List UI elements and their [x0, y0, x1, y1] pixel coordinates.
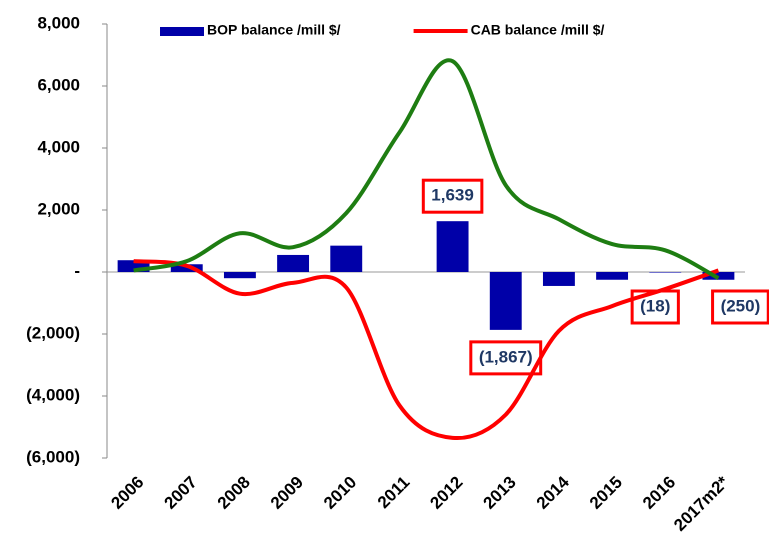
bar	[489, 272, 522, 330]
x-tick-label: 2016	[639, 473, 679, 513]
x-tick-label: 2008	[214, 473, 254, 513]
y-tick-label: 6,000	[37, 75, 80, 94]
data-label: (250)	[711, 289, 769, 325]
bar	[223, 272, 256, 279]
bar	[277, 254, 310, 272]
data-label-box	[421, 178, 484, 214]
y-tick-label: -	[74, 261, 80, 280]
bar	[702, 272, 735, 280]
x-tick-label: 2014	[533, 472, 574, 513]
data-label-box	[630, 289, 680, 325]
data-label-box	[469, 340, 543, 376]
x-tick-label: 2013	[480, 473, 520, 513]
legend-label: BOP balance /mill $/	[207, 22, 341, 38]
y-tick-label: 8,000	[37, 13, 80, 32]
y-tick-label: (4,000)	[26, 385, 80, 404]
x-tick-label: 2007	[161, 473, 201, 513]
y-tick-label: (6,000)	[26, 447, 80, 466]
bar	[596, 272, 629, 280]
data-label: 1,639	[421, 178, 484, 214]
data-label-box	[711, 289, 769, 325]
bar	[117, 260, 150, 272]
y-tick-label: 2,000	[37, 199, 80, 218]
bar	[649, 272, 682, 273]
legend-swatch	[160, 27, 204, 36]
y-tick-label: 4,000	[37, 137, 80, 156]
bar	[330, 245, 363, 272]
data-label-text: (250)	[721, 296, 761, 315]
bar	[170, 264, 203, 272]
line	[133, 58, 720, 280]
data-label: (18)	[630, 289, 680, 325]
x-tick-label: 2015	[586, 473, 626, 513]
x-tick-label: 2017m2*	[670, 472, 733, 535]
x-tick-label: 2009	[267, 473, 307, 513]
line	[133, 259, 720, 441]
data-label-text: (18)	[640, 296, 670, 315]
x-tick-label: 2006	[107, 473, 147, 513]
data-label-text: 1,639	[431, 186, 474, 205]
bar	[542, 272, 575, 286]
data-label: (1,867)	[469, 340, 543, 376]
x-tick-label: 2012	[426, 473, 466, 513]
data-label-text: (1,867)	[479, 347, 533, 366]
x-tick-label: 2010	[320, 473, 360, 513]
y-tick-label: (2,000)	[26, 323, 80, 342]
bar	[436, 221, 469, 272]
legend-label: CAB balance /mill $/	[471, 22, 605, 38]
x-tick-label: 2011	[374, 473, 414, 513]
